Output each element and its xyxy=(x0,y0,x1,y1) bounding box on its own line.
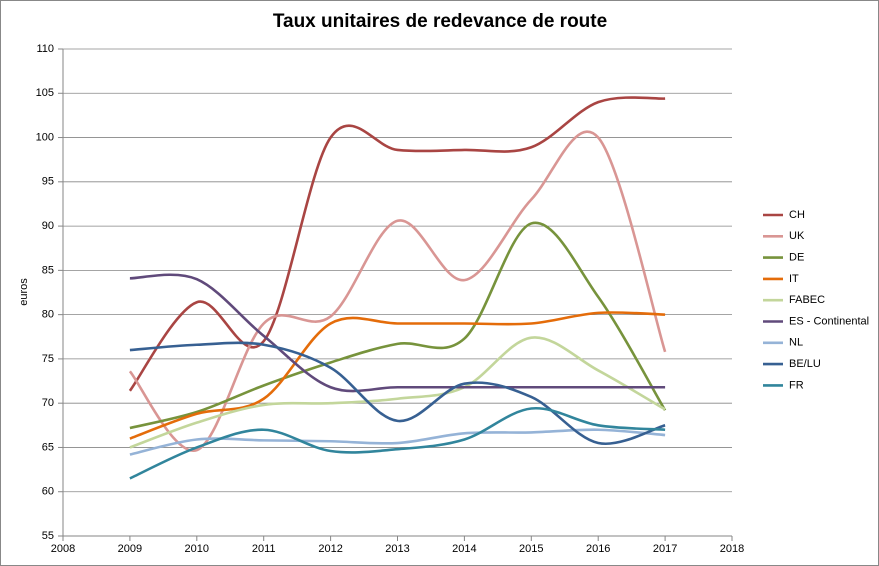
legend-label: FR xyxy=(789,379,804,391)
x-tick-label: 2017 xyxy=(653,543,677,555)
y-tick-label: 95 xyxy=(42,176,54,188)
legend-label: DE xyxy=(789,252,804,264)
x-tick-label: 2012 xyxy=(318,543,342,555)
x-tick-label: 2013 xyxy=(385,543,409,555)
x-tick-label: 2009 xyxy=(118,543,142,555)
series-line xyxy=(129,311,666,440)
legend-label: NL xyxy=(789,337,803,349)
legend-label: ES - Continental xyxy=(789,315,869,327)
legend-label: BE/LU xyxy=(789,358,821,370)
y-tick-label: 80 xyxy=(42,309,54,321)
y-tick-label: 65 xyxy=(42,441,54,453)
x-tick-label: 2011 xyxy=(252,543,276,555)
y-axis-label: euros xyxy=(18,278,30,306)
series-line xyxy=(129,428,666,456)
series-line xyxy=(129,336,666,449)
y-tick-label: 90 xyxy=(42,220,54,232)
series-line xyxy=(129,341,666,446)
series-line xyxy=(129,273,666,393)
chart-title: Taux unitaires de redevance de route xyxy=(273,11,607,32)
series-line xyxy=(129,407,666,480)
legend-label: UK xyxy=(789,230,805,242)
y-tick-label: 70 xyxy=(42,397,54,409)
x-tick-label: 2016 xyxy=(586,543,610,555)
x-tick-label: 2015 xyxy=(519,543,543,555)
legend-label: CH xyxy=(789,209,805,221)
legend-label: IT xyxy=(789,273,799,285)
y-tick-label: 105 xyxy=(36,87,54,99)
y-tick-label: 100 xyxy=(36,131,54,143)
series-line xyxy=(129,221,667,430)
y-tick-label: 75 xyxy=(42,353,54,365)
x-tick-label: 2018 xyxy=(720,543,744,555)
series-line xyxy=(128,96,666,392)
series-line xyxy=(128,130,667,452)
x-tick-label: 2010 xyxy=(185,543,209,555)
y-tick-label: 60 xyxy=(42,486,54,498)
y-tick-label: 85 xyxy=(42,264,54,276)
x-tick-label: 2008 xyxy=(51,543,75,555)
y-tick-label: 110 xyxy=(36,43,54,55)
x-tick-label: 2014 xyxy=(452,543,476,555)
y-tick-label: 55 xyxy=(42,530,54,542)
legend-label: FABEC xyxy=(789,294,825,306)
